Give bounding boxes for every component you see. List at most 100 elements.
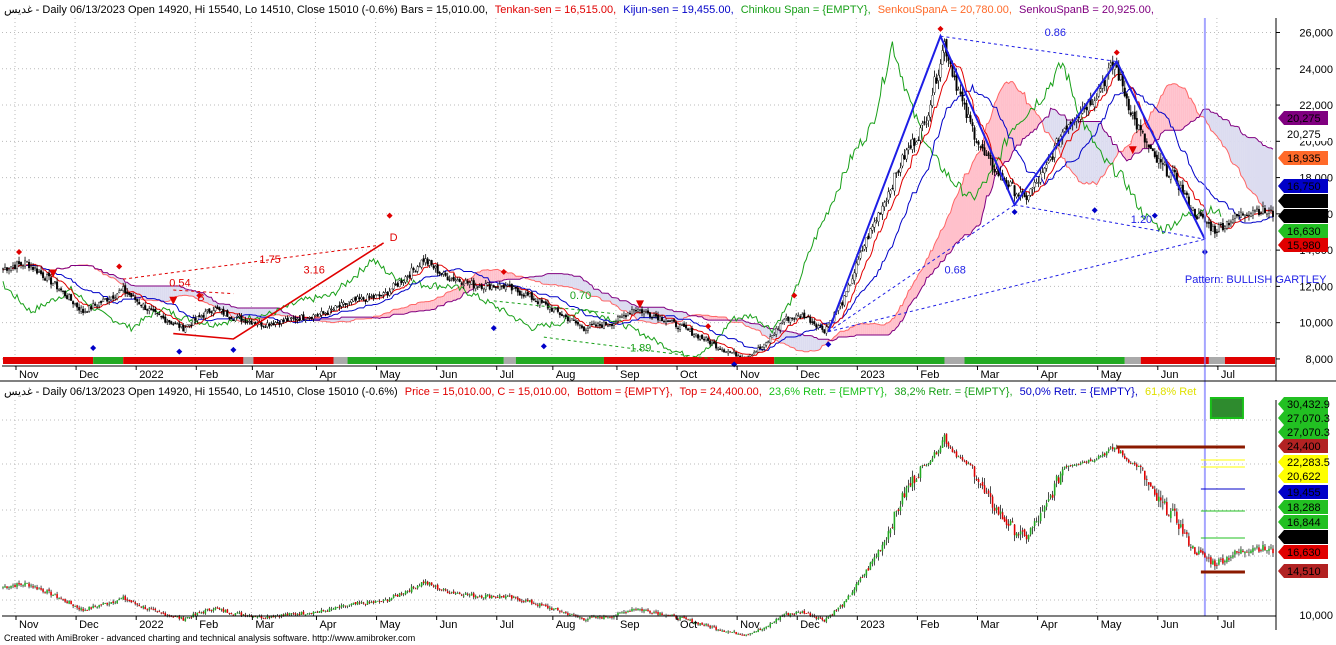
candle-body — [977, 141, 980, 145]
candle-body — [933, 452, 936, 458]
cloud-segment — [1020, 91, 1023, 146]
candle-body — [663, 321, 666, 323]
cloud-segment — [413, 304, 416, 312]
candle-body — [568, 320, 571, 322]
cloud-segment — [652, 307, 655, 324]
candle-body — [1150, 482, 1152, 487]
candle-body — [605, 615, 607, 618]
cloud-segment — [1052, 109, 1055, 143]
candle-body — [899, 506, 902, 511]
candle-body — [1109, 62, 1112, 66]
candle-body — [941, 50, 944, 65]
candle-body — [260, 615, 263, 618]
candle-body — [486, 594, 489, 596]
candle-body — [1119, 451, 1122, 454]
cloud-segment — [1220, 116, 1223, 147]
candle-body — [388, 599, 391, 602]
candle-body — [366, 601, 369, 605]
candle-body — [983, 485, 986, 493]
candle-body — [679, 324, 682, 330]
candle-body — [156, 312, 159, 315]
cloud-segment — [131, 285, 134, 296]
bottom-price-tag-text: 30,432.9 — [1287, 399, 1330, 411]
cloud-segment — [509, 272, 512, 280]
cloud-segment — [862, 323, 865, 335]
candle-body — [52, 594, 54, 596]
candle-body — [364, 299, 367, 302]
candle-body — [993, 507, 996, 511]
candle-body — [699, 335, 702, 340]
month-label: May — [380, 369, 401, 381]
cloud-segment — [1024, 92, 1027, 139]
candle-body — [527, 599, 529, 602]
candle-body — [608, 323, 611, 326]
month-label: Mar — [981, 369, 1000, 381]
candle-body — [494, 596, 497, 598]
cloud-segment — [1230, 125, 1233, 165]
candle-body — [727, 351, 730, 354]
candle-body — [725, 351, 728, 353]
candle-body — [799, 316, 802, 319]
green-pattern-dash — [493, 300, 615, 315]
candle-body — [386, 599, 389, 602]
candle-body — [1155, 154, 1158, 163]
candle-body — [238, 316, 241, 318]
candle-body — [755, 351, 758, 353]
candle-body — [386, 292, 389, 296]
cloud-segment — [1044, 116, 1047, 133]
candle-body — [1123, 87, 1126, 97]
cloud-segment — [988, 118, 991, 196]
cloud-segment — [920, 269, 923, 291]
cloud-segment — [938, 230, 941, 267]
cloud-segment — [563, 274, 566, 287]
candle-body — [1266, 550, 1268, 552]
cloud-segment — [1226, 119, 1229, 155]
candle-body — [819, 324, 822, 327]
candle-body — [188, 617, 191, 618]
candle-body — [1163, 162, 1166, 165]
gartley-pattern-dash — [1014, 204, 1205, 240]
top-price-tag-text: 18,935 — [1287, 153, 1321, 165]
candle-body — [240, 612, 243, 616]
candle-body — [811, 321, 814, 323]
cloud-segment — [441, 296, 444, 306]
candle-body — [955, 74, 958, 91]
candle-body — [1103, 79, 1106, 87]
candle-body — [693, 334, 696, 337]
candle-body — [661, 317, 664, 322]
top-header-text: غدیس - Daily 06/13/2023 Open 14920, Hi 1… — [4, 4, 1154, 16]
candle-body — [524, 292, 527, 296]
footer-credit: Created with AmiBroker - advanced charti… — [4, 633, 415, 643]
candle-body — [308, 317, 311, 319]
cloud-segment — [964, 173, 967, 235]
candle-body — [963, 460, 966, 462]
candle-body — [316, 611, 319, 613]
candle-body — [26, 261, 29, 263]
candle-body — [765, 342, 768, 346]
candle-body — [64, 290, 67, 297]
candle-body — [1081, 461, 1084, 464]
candle-body — [1111, 447, 1114, 450]
pattern-ratio-label: 1.75 — [259, 254, 280, 266]
candle-body — [1035, 521, 1038, 523]
candle-body — [583, 618, 585, 621]
candle-body — [1238, 552, 1240, 553]
candle-body — [841, 605, 844, 607]
candle-body — [1172, 508, 1174, 511]
candle-body — [1258, 547, 1260, 552]
cloud-segment — [409, 304, 412, 313]
cloud-segment — [159, 286, 162, 302]
candle-body — [779, 616, 782, 620]
candle-body — [476, 286, 479, 288]
month-label: Apr — [319, 619, 336, 631]
candle-body — [544, 301, 547, 305]
candle-body — [454, 279, 457, 282]
month-label: Aug — [556, 619, 576, 631]
month-label: Apr — [1041, 619, 1058, 631]
candle-body — [68, 294, 71, 300]
candle-body — [707, 338, 710, 341]
signal-diamond — [490, 325, 497, 332]
candle-body — [374, 294, 377, 299]
candle-body — [50, 277, 53, 285]
cloud-segment — [932, 244, 935, 274]
